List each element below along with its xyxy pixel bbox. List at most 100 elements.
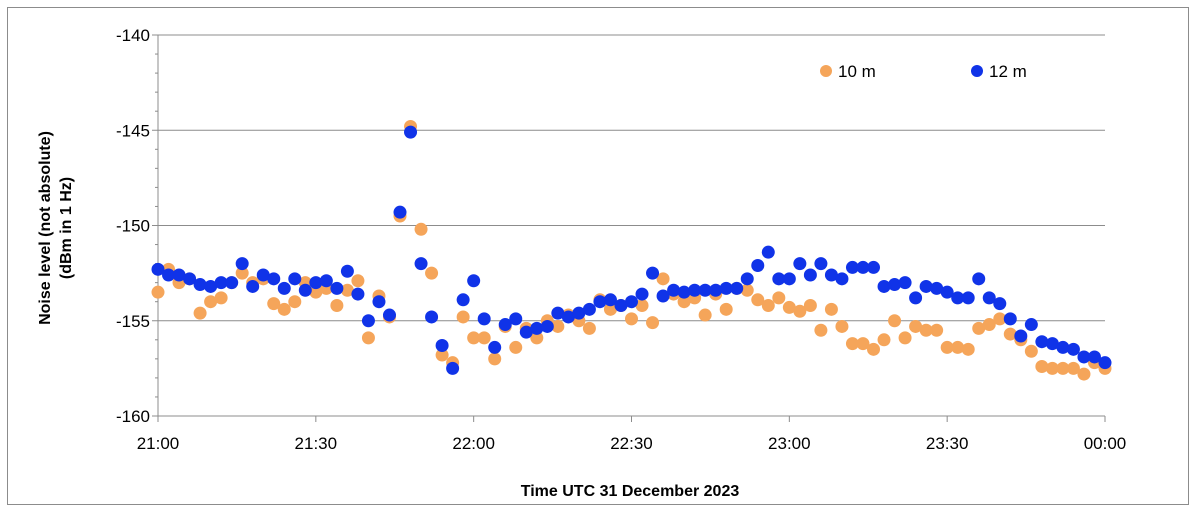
data-point — [972, 272, 986, 286]
data-point — [540, 319, 554, 333]
data-point — [277, 302, 291, 316]
data-point — [330, 299, 344, 313]
data-point — [425, 310, 439, 324]
data-point — [614, 299, 628, 313]
data-point — [319, 274, 333, 288]
data-point — [888, 278, 902, 292]
data-point — [162, 268, 176, 282]
data-point — [435, 348, 449, 362]
data-point — [572, 306, 586, 320]
data-point — [435, 339, 449, 353]
data-point — [635, 299, 649, 313]
data-point — [803, 268, 817, 282]
data-point — [1045, 361, 1059, 375]
y-tick-label: -155 — [116, 312, 150, 331]
data-point — [1024, 344, 1038, 358]
data-point — [603, 302, 617, 316]
data-point — [467, 274, 481, 288]
data-point — [814, 323, 828, 337]
data-point — [667, 283, 681, 297]
data-point — [1087, 350, 1101, 364]
data-point — [814, 257, 828, 271]
data-point — [1003, 327, 1017, 341]
legend: 10 m 12 m — [820, 62, 1027, 81]
data-point — [898, 331, 912, 345]
data-point — [235, 257, 249, 271]
data-point — [835, 272, 849, 286]
data-point — [425, 266, 439, 280]
data-point — [183, 272, 197, 286]
data-point — [361, 331, 375, 345]
data-point — [309, 276, 323, 290]
data-point — [204, 279, 218, 293]
data-point — [361, 314, 375, 328]
data-point — [646, 316, 660, 330]
data-point — [877, 333, 891, 347]
data-point — [919, 323, 933, 337]
data-point — [414, 257, 428, 271]
data-point — [593, 295, 607, 309]
data-point — [688, 283, 702, 297]
data-point — [761, 245, 775, 259]
data-point — [845, 337, 859, 351]
data-point — [1077, 367, 1091, 381]
data-point — [488, 340, 502, 354]
x-axis-title: Time UTC 31 December 2023 — [521, 483, 740, 500]
data-point — [1098, 356, 1112, 370]
legend-label-12m: 12 m — [989, 62, 1027, 81]
x-tick-label: 23:30 — [926, 434, 969, 453]
data-point — [309, 285, 323, 299]
data-point — [646, 266, 660, 280]
y-tick-label: -150 — [116, 217, 150, 236]
data-point — [972, 321, 986, 335]
data-point — [940, 340, 954, 354]
data-point — [867, 342, 881, 356]
data-point — [635, 287, 649, 301]
data-point — [351, 287, 365, 301]
data-point — [982, 318, 996, 332]
data-point — [298, 283, 312, 297]
data-point — [1045, 337, 1059, 351]
data-points — [151, 119, 1112, 381]
data-point — [151, 262, 165, 276]
data-point — [414, 222, 428, 236]
data-point — [172, 268, 186, 282]
data-point — [951, 291, 965, 305]
data-point — [446, 361, 460, 375]
data-point — [214, 276, 228, 290]
data-point — [488, 352, 502, 366]
data-point — [656, 272, 670, 286]
data-point — [677, 295, 691, 309]
data-point — [582, 302, 596, 316]
data-point — [288, 295, 302, 309]
data-point — [898, 276, 912, 290]
data-point — [267, 297, 281, 311]
data-point — [1014, 329, 1028, 343]
data-point — [1066, 361, 1080, 375]
data-point — [793, 304, 807, 318]
data-point — [930, 323, 944, 337]
data-point — [751, 259, 765, 273]
data-point — [235, 266, 249, 280]
data-point — [351, 274, 365, 288]
data-point — [719, 302, 733, 316]
data-point — [1003, 312, 1017, 326]
data-point — [277, 281, 291, 295]
data-point — [193, 278, 207, 292]
data-point — [256, 268, 270, 282]
data-point — [625, 312, 638, 326]
data-point — [677, 285, 691, 299]
data-point — [730, 281, 744, 295]
data-point — [877, 279, 891, 293]
data-point — [340, 283, 354, 297]
data-point — [856, 260, 870, 274]
data-point — [824, 302, 838, 316]
data-point — [1056, 361, 1070, 375]
data-point — [530, 331, 544, 345]
data-point — [993, 297, 1007, 311]
data-point — [1056, 340, 1070, 354]
data-point — [456, 310, 470, 324]
data-point — [1077, 350, 1091, 364]
data-point — [1035, 335, 1049, 349]
data-point — [509, 340, 523, 354]
